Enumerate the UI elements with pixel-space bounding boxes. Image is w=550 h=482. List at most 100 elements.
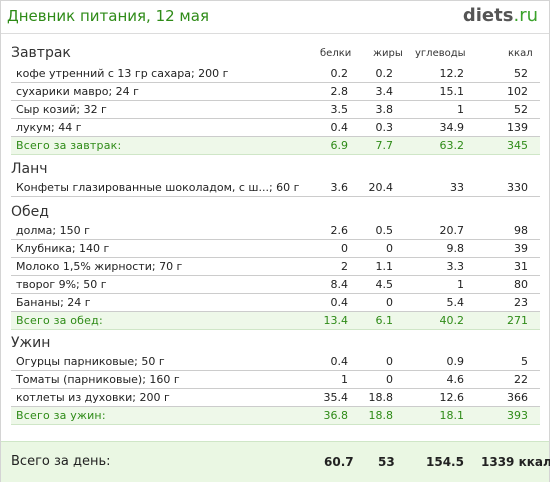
kcal-value: 22	[514, 373, 528, 386]
kcal-value: 366	[507, 391, 528, 404]
day-carbs-total: 154.5	[426, 455, 464, 469]
food-name: творог 9%; 50 г	[16, 278, 107, 291]
kcal-total: 393	[507, 409, 528, 422]
logo[interactable]: diets.ru	[463, 5, 538, 26]
kcal-value: 52	[514, 103, 528, 116]
kcal-value: 330	[507, 181, 528, 194]
food-name: Клубника; 140 г	[16, 242, 110, 255]
carbs-value: 3.3	[446, 260, 465, 273]
column-fats: жиры	[373, 48, 403, 59]
table-row: Конфеты глазированные шоколадом, с ш...;…	[11, 179, 540, 197]
kcal-value: 39	[514, 242, 528, 255]
table-row: сухарики мавро; 24 г 2.8 3.4 15.1 102	[11, 83, 540, 101]
kcal-total: 345	[507, 139, 528, 152]
fats-value: 0.3	[375, 121, 394, 134]
fats-value: 1.1	[375, 260, 394, 273]
header-divider	[1, 33, 549, 34]
day-kcal-total: 1339 ккал	[481, 455, 550, 469]
kcal-value: 31	[514, 260, 528, 273]
carbs-value: 12.6	[439, 391, 465, 404]
carbs-value: 15.1	[439, 85, 465, 98]
proteins-value: 3.6	[330, 181, 349, 194]
fats-value: 3.4	[375, 85, 394, 98]
fats-value: 20.4	[368, 181, 394, 194]
column-carbs: углеводы	[415, 48, 466, 59]
section-title-lunch: Ланч	[11, 161, 48, 177]
day-fats-total: 53	[378, 455, 395, 469]
carbs-value: 34.9	[439, 121, 465, 134]
table-row: Огурцы парниковые; 50 г 0.4 0 0.9 5	[11, 353, 540, 371]
table-row: Бананы; 24 г 0.4 0 5.4 23	[11, 294, 540, 312]
proteins-value: 3.5	[330, 103, 349, 116]
fats-value: 0.2	[375, 67, 394, 80]
proteins-value: 2	[341, 260, 348, 273]
carbs-total: 18.1	[439, 409, 465, 422]
day-proteins-total: 60.7	[324, 455, 354, 469]
table-row: кофе утренний с 13 гр сахара; 200 г 0.2 …	[11, 65, 540, 83]
kcal-value: 52	[514, 67, 528, 80]
kcal-total: 271	[507, 314, 528, 327]
fats-value: 0	[386, 355, 393, 368]
carbs-value: 0.9	[446, 355, 465, 368]
fats-value: 0	[386, 242, 393, 255]
table-row: творог 9%; 50 г 8.4 4.5 1 80	[11, 276, 540, 294]
food-name: Конфеты глазированные шоколадом, с ш...;…	[16, 181, 300, 194]
food-name: котлеты из духовки; 200 г	[16, 391, 170, 404]
total-row-dinner: Всего за обед: 13.4 6.1 40.2 271	[11, 312, 540, 330]
total-row-breakfast: Всего за завтрак: 6.9 7.7 63.2 345	[11, 137, 540, 155]
logo-main: diets	[462, 5, 514, 26]
table-row: Молоко 1,5% жирности; 70 г 2 1.1 3.3 31	[11, 258, 540, 276]
table-row: Сыр козий; 32 г 3.5 3.8 1 52	[11, 101, 540, 119]
food-name: Сыр козий; 32 г	[16, 103, 107, 116]
column-proteins: белки	[320, 48, 352, 59]
food-name: кофе утренний с 13 гр сахара; 200 г	[16, 67, 229, 80]
fats-value: 0	[386, 296, 393, 309]
proteins-value: 0.4	[330, 355, 349, 368]
kcal-value: 139	[507, 121, 528, 134]
food-name: лукум; 44 г	[16, 121, 82, 134]
proteins-value: 2.6	[330, 224, 349, 237]
section-title-breakfast: Завтрак	[11, 45, 71, 61]
fats-value: 0.5	[375, 224, 394, 237]
kcal-value: 98	[514, 224, 528, 237]
total-label: Всего за обед:	[16, 314, 103, 327]
carbs-value: 9.8	[446, 242, 465, 255]
day-total-label: Всего за день:	[11, 454, 111, 469]
table-row: долма; 150 г 2.6 0.5 20.7 98	[11, 222, 540, 240]
table-row: котлеты из духовки; 200 г 35.4 18.8 12.6…	[11, 389, 540, 407]
food-name: Томаты (парниковые); 160 г	[16, 373, 180, 386]
food-name: долма; 150 г	[16, 224, 90, 237]
carbs-value: 1	[457, 103, 464, 116]
day-total-bar: Всего за день: 60.7 53 154.5 1339 ккал	[1, 441, 550, 482]
kcal-value: 5	[521, 355, 528, 368]
proteins-value: 2.8	[330, 85, 349, 98]
total-row-supper: Всего за ужин: 36.8 18.8 18.1 393	[11, 407, 540, 425]
kcal-value: 23	[514, 296, 528, 309]
proteins-value: 0.2	[330, 67, 349, 80]
fats-value: 18.8	[368, 391, 394, 404]
carbs-total: 40.2	[439, 314, 465, 327]
logo-suffix: .ru	[513, 5, 538, 26]
proteins-value: 35.4	[323, 391, 349, 404]
food-name: сухарики мавро; 24 г	[16, 85, 139, 98]
section-title-supper: Ужин	[11, 335, 51, 351]
table-row: Томаты (парниковые); 160 г 1 0 4.6 22	[11, 371, 540, 389]
carbs-value: 1	[457, 278, 464, 291]
food-name: Бананы; 24 г	[16, 296, 91, 309]
proteins-value: 0.4	[330, 121, 349, 134]
header: Дневник питания, 12 мая diets.ru	[1, 1, 549, 33]
carbs-value: 33	[450, 181, 464, 194]
fats-value: 3.8	[375, 103, 394, 116]
total-label: Всего за ужин:	[16, 409, 106, 422]
proteins-value: 0	[341, 242, 348, 255]
fats-total: 7.7	[375, 139, 394, 152]
section-title-dinner: Обед	[11, 204, 49, 220]
carbs-value: 4.6	[446, 373, 465, 386]
food-name: Огурцы парниковые; 50 г	[16, 355, 165, 368]
total-label: Всего за завтрак:	[16, 139, 122, 152]
fats-value: 0	[386, 373, 393, 386]
proteins-total: 13.4	[323, 314, 349, 327]
column-kcal: ккал	[508, 48, 533, 59]
fats-value: 4.5	[375, 278, 394, 291]
